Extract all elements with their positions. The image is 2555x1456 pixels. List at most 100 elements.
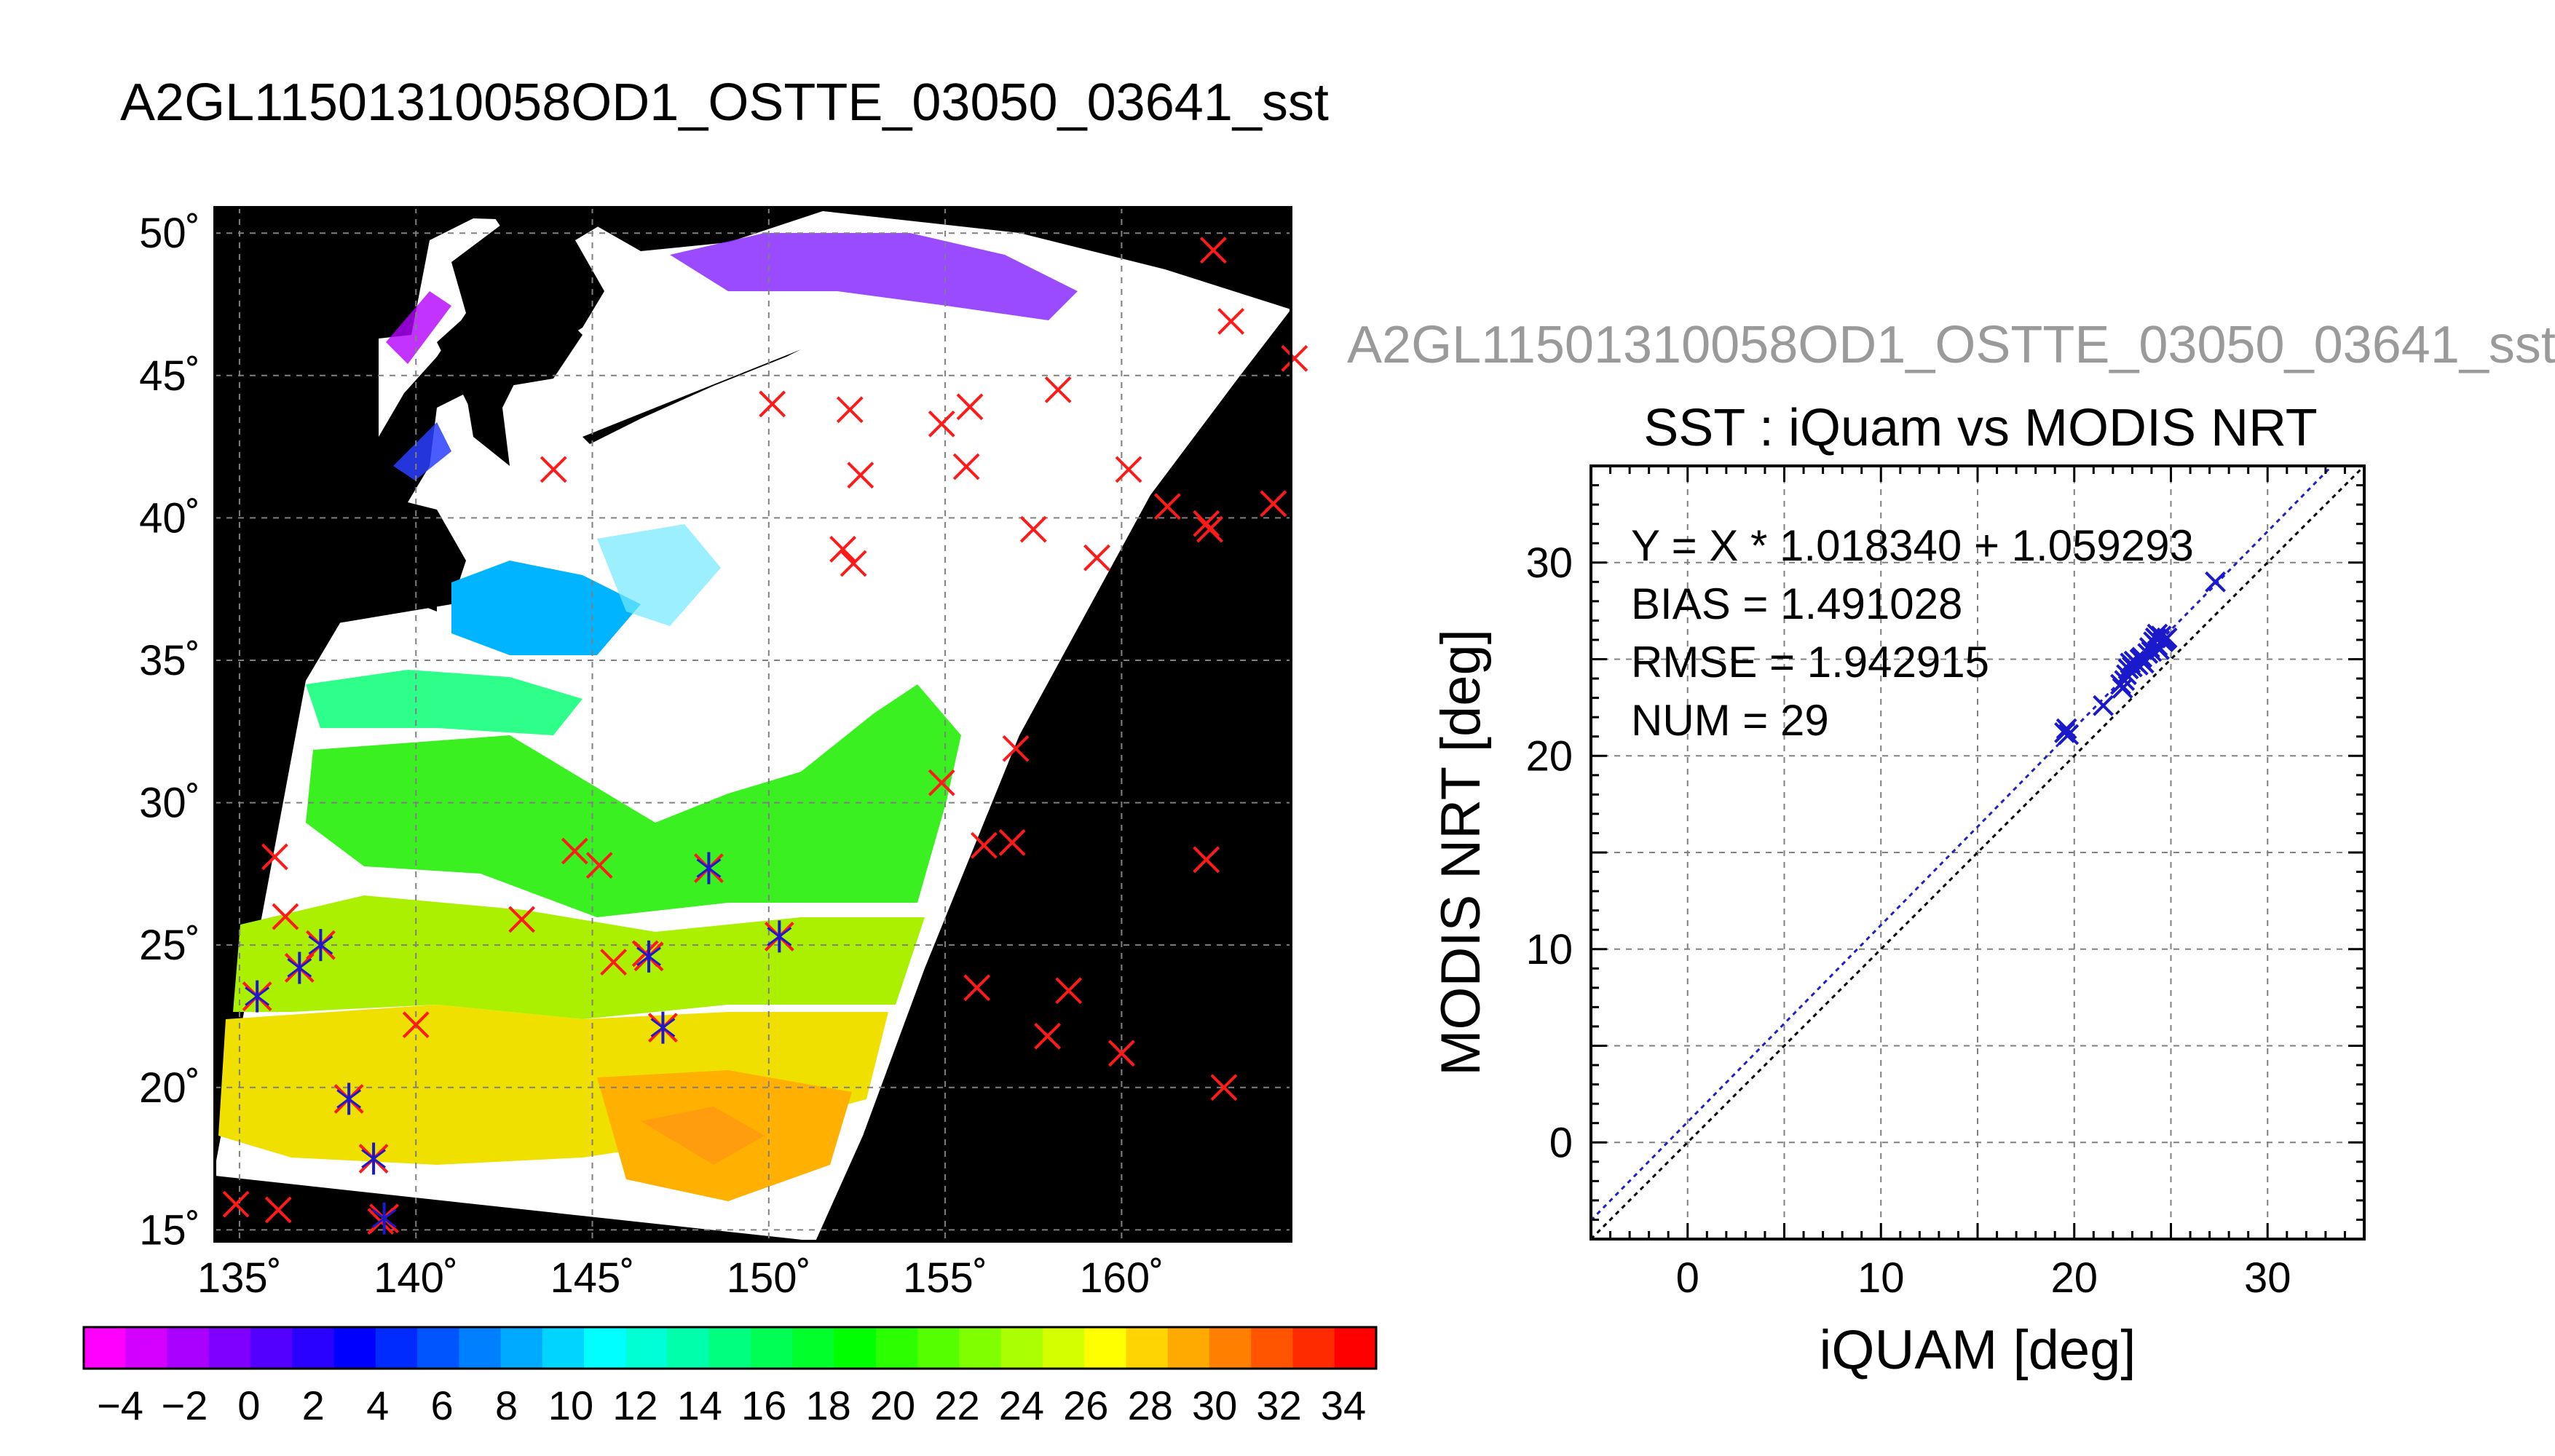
scatter-title: SST : iQuam vs MODIS NRT: [1643, 399, 2318, 457]
scatter-point: [2137, 643, 2159, 664]
colorbar-swatch: [417, 1327, 459, 1369]
colorbar-tick-labels: −4 −2 0 2 4 6 8 10 12 14 16 18 20 22 24 26 28 30 32 34: [97, 1382, 1366, 1428]
colorbar-swatch: [1167, 1327, 1210, 1369]
colorbar-tick-label: 20: [870, 1382, 915, 1428]
map-lat-tick-label: 20˚: [139, 1064, 200, 1112]
map-lat-tick-label: 50˚: [139, 210, 200, 257]
scatter-x-tick-label: 30: [2244, 1254, 2291, 1302]
iquam-marker: [928, 410, 955, 438]
scatter-minor-ticks: [1590, 464, 2366, 1241]
scatter-x-tick-label: 0: [1676, 1254, 1699, 1302]
iquam-marker: [1044, 376, 1072, 403]
colorbar-swatch: [708, 1327, 751, 1369]
colorbar-tick-label: 10: [548, 1382, 593, 1428]
colorbar-swatch: [125, 1327, 168, 1369]
colorbar-tick-label: −2: [161, 1382, 208, 1428]
scatter-point: [2056, 718, 2077, 740]
sst-patch-yellowgreen: [233, 895, 925, 1019]
identity-line: [1590, 464, 2366, 1241]
colorbar-swatch: [1292, 1327, 1335, 1369]
iquam-marker: [1002, 735, 1030, 762]
iquam-marker: [970, 831, 998, 859]
matched-marker: [369, 1202, 400, 1235]
colorbar-swatch: [584, 1327, 626, 1369]
iquam-marker: [1281, 344, 1308, 372]
colorbar-tick-label: 14: [677, 1382, 722, 1428]
colorbar-swatch: [917, 1327, 960, 1369]
colorbar-swatch: [500, 1327, 543, 1369]
iquam-marker: [1217, 308, 1245, 335]
scatter-x-tick-labels: 0 10 20 30: [1676, 1254, 2291, 1302]
colorbar-swatch: [250, 1327, 293, 1369]
colorbar-swatch: [834, 1327, 877, 1369]
colorbar-tick-label: 16: [741, 1382, 786, 1428]
scatter-y-tick-label: 10: [1525, 926, 1573, 973]
iquam-marker: [261, 843, 288, 871]
map-lat-tick-label: 15˚: [139, 1206, 200, 1254]
colorbar-swatch: [1084, 1327, 1127, 1369]
iquam-marker: [1193, 510, 1220, 537]
colorbar-swatch: [751, 1327, 793, 1369]
iquam-marker: [1193, 846, 1220, 874]
colorbar-tick-label: 32: [1256, 1382, 1301, 1428]
matched-marker: [633, 940, 664, 973]
map-matched-markers: [242, 852, 794, 1235]
iquam-marker: [956, 393, 984, 421]
colorbar-swatch: [792, 1327, 835, 1369]
map-iquam-markers: [222, 237, 1308, 1235]
iquam-marker: [829, 536, 856, 563]
scatter-points: [2054, 571, 2226, 745]
matched-marker: [694, 852, 724, 885]
scatter-gridlines: [1591, 466, 2364, 1239]
colorbar-swatch: [542, 1327, 585, 1369]
map-panel: 50˚ 45˚ 40˚ 35˚ 30˚ 25˚ 20˚ 15˚ 135˚ 140˚ 145˚ 150…: [139, 206, 1308, 1302]
colorbar-tick-label: 34: [1321, 1382, 1366, 1428]
sst-patch-purple-north: [670, 233, 1078, 320]
annotation-rmse: RMSE = 1.942915: [1631, 638, 1989, 687]
colorbar-swatch: [1042, 1327, 1085, 1369]
annotation-num: NUM = 29: [1631, 696, 1829, 745]
iquam-marker: [847, 462, 874, 489]
map-lat-tick-label: 40˚: [139, 494, 200, 542]
sst-patch-cyan-east: [451, 561, 641, 655]
colorbar-swatch: [1000, 1327, 1043, 1369]
scatter-point: [2116, 664, 2137, 686]
colorbar-swatch: [1251, 1327, 1294, 1369]
x-axis-label: iQUAM [deg]: [1819, 1319, 2136, 1381]
colorbar-tick-label: 18: [805, 1382, 850, 1428]
colorbar-tick-label: 8: [495, 1382, 518, 1428]
colorbar-swatch: [375, 1327, 418, 1369]
matched-marker: [648, 1011, 678, 1044]
colorbar-tick-label: 0: [237, 1382, 260, 1428]
sst-patch-mint: [306, 670, 583, 735]
colorbar-swatch: [625, 1327, 668, 1369]
scatter-x-tick-label: 10: [1857, 1254, 1905, 1302]
map-lat-tick-label: 25˚: [139, 922, 200, 969]
colorbar-swatch: [667, 1327, 710, 1369]
iquam-marker: [508, 906, 536, 933]
matched-marker: [305, 929, 336, 962]
colorbar-tick-label: 6: [431, 1382, 454, 1428]
map-lat-tick-label: 35˚: [139, 637, 200, 684]
map-lon-tick-label: 160˚: [1079, 1254, 1164, 1302]
iquam-marker: [585, 852, 613, 879]
iquam-marker: [1115, 456, 1142, 483]
scatter-y-tick-labels: 0 10 20 30: [1525, 539, 1573, 1167]
iquam-marker: [272, 903, 299, 930]
iquam-marker: [952, 453, 980, 480]
colorbar-tick-label: 24: [999, 1382, 1044, 1428]
colorbar: −4 −2 0 2 4 6 8 10 12 14 16 18 20 22 24 26 28 30 32 34: [82, 1326, 1378, 1428]
iquam-marker: [1019, 515, 1047, 543]
colorbar-swatch: [167, 1327, 210, 1369]
colorbar-tick-label: −4: [97, 1382, 143, 1428]
map-lon-tick-label: 135˚: [197, 1254, 282, 1302]
matched-marker: [242, 980, 272, 1013]
iquam-marker: [1107, 1040, 1135, 1067]
iquam-marker: [540, 456, 567, 483]
scatter-x-tick-label: 20: [2050, 1254, 2098, 1302]
colorbar-swatch: [959, 1327, 1002, 1369]
scatter-y-tick-label: 20: [1525, 732, 1573, 780]
iquam-marker: [1034, 1022, 1062, 1050]
scatter-point: [2093, 695, 2114, 716]
